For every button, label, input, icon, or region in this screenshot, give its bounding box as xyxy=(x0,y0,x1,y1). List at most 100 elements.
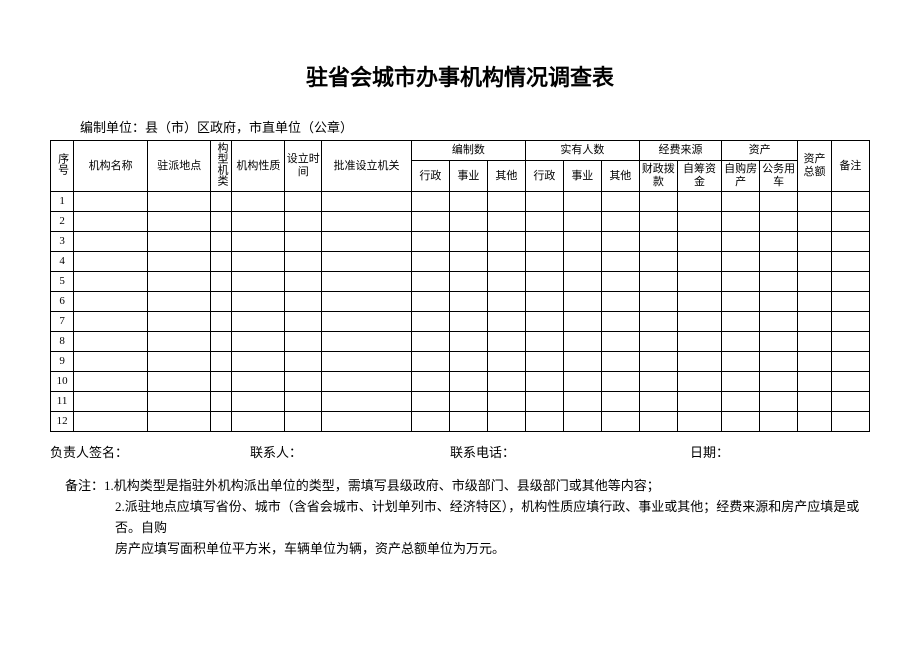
cell xyxy=(487,192,525,212)
cell xyxy=(798,272,832,292)
cell xyxy=(285,352,322,372)
contact-label: 联系人： xyxy=(250,442,450,461)
cell xyxy=(285,332,322,352)
cell xyxy=(722,252,760,272)
col-approval: 批准设立机关 xyxy=(322,141,412,192)
cell xyxy=(285,232,322,252)
col-total-assets: 资产总额 xyxy=(798,141,832,192)
cell xyxy=(677,232,721,252)
cell xyxy=(148,352,211,372)
cell xyxy=(601,392,639,412)
cell xyxy=(563,252,601,272)
cell xyxy=(232,252,285,272)
cell xyxy=(285,272,322,292)
cell xyxy=(722,352,760,372)
cell xyxy=(601,312,639,332)
cell xyxy=(449,272,487,292)
signer-label: 负责人签名： xyxy=(50,442,250,461)
cell xyxy=(722,192,760,212)
cell xyxy=(211,292,232,312)
cell xyxy=(831,372,869,392)
cell xyxy=(798,412,832,432)
cell xyxy=(525,372,563,392)
cell xyxy=(760,372,798,392)
cell xyxy=(74,372,148,392)
cell xyxy=(722,212,760,232)
cell xyxy=(760,412,798,432)
cell xyxy=(285,252,322,272)
cell xyxy=(211,332,232,352)
cell xyxy=(148,292,211,312)
cell xyxy=(831,292,869,312)
cell xyxy=(563,192,601,212)
note-line-2a: 2.派驻地点应填写省份、城市（含省会城市、计划单列市、经济特区），机构性质应填行… xyxy=(65,497,870,539)
page-title: 驻省会城市办事机构情况调查表 xyxy=(50,60,870,92)
cell xyxy=(639,332,677,352)
cell xyxy=(487,272,525,292)
table-row: 2 xyxy=(51,212,870,232)
cell xyxy=(148,412,211,432)
cell xyxy=(449,332,487,352)
cell xyxy=(760,212,798,232)
col-setup-time: 设立时间 xyxy=(285,141,322,192)
cell xyxy=(411,252,449,272)
cell xyxy=(487,392,525,412)
cell xyxy=(232,212,285,232)
cell xyxy=(563,292,601,312)
cell xyxy=(232,232,285,252)
cell xyxy=(232,352,285,372)
cell xyxy=(411,292,449,312)
cell xyxy=(563,212,601,232)
col-assets: 资产 xyxy=(722,141,798,161)
col-location: 驻派地点 xyxy=(148,141,211,192)
cell xyxy=(322,272,412,292)
cell xyxy=(487,372,525,392)
cell xyxy=(232,272,285,292)
table-row: 3 xyxy=(51,232,870,252)
cell xyxy=(322,352,412,372)
col-staff: 编制数 xyxy=(411,141,525,161)
cell xyxy=(525,252,563,272)
cell xyxy=(449,412,487,432)
cell xyxy=(760,272,798,292)
cell xyxy=(285,412,322,432)
row-seq: 8 xyxy=(51,332,74,352)
cell xyxy=(211,412,232,432)
cell xyxy=(677,332,721,352)
cell xyxy=(563,392,601,412)
cell xyxy=(449,292,487,312)
cell xyxy=(211,252,232,272)
cell xyxy=(487,292,525,312)
col-seq: 序号 xyxy=(51,141,74,192)
cell xyxy=(601,192,639,212)
col-org-type: 构型机类 xyxy=(211,141,232,192)
cell xyxy=(798,332,832,352)
cell xyxy=(760,392,798,412)
cell xyxy=(411,192,449,212)
cell xyxy=(449,212,487,232)
table-row: 8 xyxy=(51,332,870,352)
row-seq: 5 xyxy=(51,272,74,292)
cell xyxy=(285,212,322,232)
cell xyxy=(232,312,285,332)
col-staff-career: 事业 xyxy=(449,161,487,192)
table-row: 5 xyxy=(51,272,870,292)
cell xyxy=(639,312,677,332)
cell xyxy=(563,352,601,372)
cell xyxy=(411,312,449,332)
cell xyxy=(232,412,285,432)
cell xyxy=(411,232,449,252)
cell xyxy=(211,392,232,412)
cell xyxy=(487,212,525,232)
cell xyxy=(601,292,639,312)
col-actual-other: 其他 xyxy=(601,161,639,192)
table-row: 12 xyxy=(51,412,870,432)
cell xyxy=(148,212,211,232)
row-seq: 6 xyxy=(51,292,74,312)
cell xyxy=(525,312,563,332)
cell xyxy=(211,372,232,392)
cell xyxy=(798,352,832,372)
cell xyxy=(601,332,639,352)
cell xyxy=(639,272,677,292)
cell xyxy=(760,252,798,272)
